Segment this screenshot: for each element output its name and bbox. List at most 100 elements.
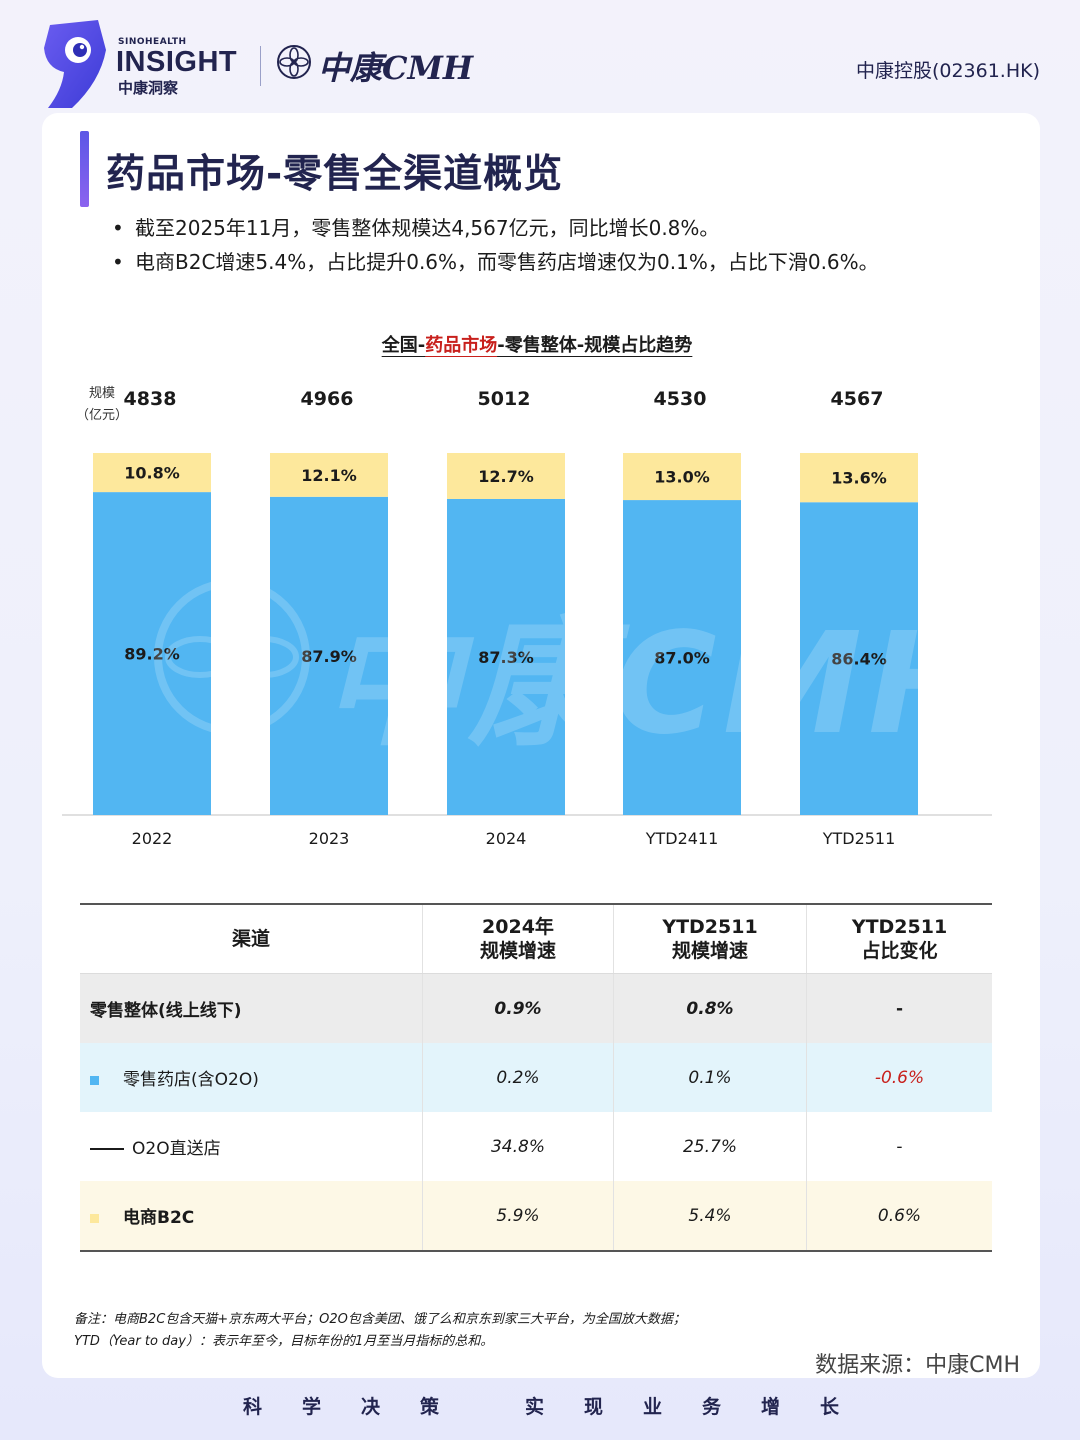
slogan-char: 务 — [702, 1396, 722, 1418]
growth-ytd-cell: 5.4% — [613, 1181, 807, 1252]
pharmacy-share-bar — [93, 492, 211, 815]
channel-label: 零售药店(含O2O) — [123, 1070, 259, 1090]
header-line: 渠道 — [231, 928, 270, 950]
yellow-legend-swatch-icon — [90, 1213, 99, 1223]
y-axis-unit: 规模 （亿元） — [76, 383, 128, 427]
growth-2024-cell: 5.9% — [422, 1181, 614, 1252]
footnote-line: YTD（Year to day）：表示年至今，目标年份的1月至当月指标的总和。 — [74, 1334, 494, 1349]
header-line: YTD2511 — [851, 916, 948, 938]
data-label: 13.0% — [654, 468, 710, 487]
data-label: 87.9% — [301, 647, 357, 666]
b2c-share-bar — [270, 453, 388, 497]
data-label: 10.8% — [124, 464, 180, 483]
channel-label: 电商B2C — [123, 1208, 195, 1228]
data-label: 12.1% — [301, 466, 357, 485]
y-unit-line: （亿元） — [76, 408, 129, 423]
chart-title: 全国-药品市场-零售整体-规模占比趋势 — [42, 331, 1032, 357]
blue-legend-swatch-icon — [90, 1075, 99, 1085]
chart-title-text: 全国-药品市场-零售整体-规模占比趋势 — [382, 335, 692, 356]
header-line: 规模增速 — [671, 940, 748, 962]
total-label: 4567 — [831, 388, 884, 410]
footnote-line: 备注：电商B2C包含天猫+京东两大平台；O2O包含美团、饿了么和京东到家三大平台… — [74, 1312, 686, 1327]
b2c-share-bar — [800, 453, 918, 503]
growth-2024-cell: 0.2% — [422, 1043, 614, 1112]
chart-title-highlight: 药品市场 — [425, 335, 498, 356]
b2c-share-bar — [623, 453, 741, 501]
header-line: 占比变化 — [861, 940, 938, 962]
insight-owl-logo-icon — [44, 20, 106, 108]
data-label: 89.2% — [124, 645, 180, 664]
data-label: 87.0% — [654, 649, 710, 668]
slogan-char: 长 — [820, 1396, 840, 1418]
y-unit-line: 规模 — [89, 386, 116, 401]
header: SINOHEALTH INSIGHT 中康洞察 中康CMH 中康控股(02361… — [0, 0, 1080, 110]
growth-2024-cell: 0.9% — [422, 973, 614, 1043]
summary-bullet: 电商B2C增速5.4%，占比提升0.6%，而零售药店增速仅为0.1%，占比下滑0… — [112, 245, 879, 279]
b2c-share-bar — [93, 453, 211, 493]
x-tick-label: 2023 — [309, 829, 350, 848]
table-row: O2O直送店 34.8% 25.7% - — [80, 1112, 992, 1181]
total-label: 5012 — [478, 388, 531, 410]
share-change-cell: -0.6% — [806, 1043, 992, 1112]
brand-small: SINOHEALTH — [118, 37, 187, 47]
summary-bullet: 截至2025年11月，零售整体规模达4,567亿元，同比增长0.8%。 — [112, 211, 879, 245]
share-change-cell: - — [806, 1112, 992, 1181]
slogan-char: 科 — [243, 1396, 263, 1418]
partner-logo-text: 中康CMH — [318, 49, 474, 87]
growth-ytd-cell: 25.7% — [613, 1112, 807, 1181]
chart-title-part: -零售整体-规模占比趋势 — [497, 335, 693, 356]
summary-bullets: 截至2025年11月，零售整体规模达4,567亿元，同比增长0.8%。 电商B2… — [112, 211, 879, 279]
table-row: 零售整体(线上线下) 0.9% 0.8% - — [80, 973, 992, 1043]
slogan-char: 增 — [761, 1396, 781, 1418]
table-header-row: 渠道 2024年 规模增速 YTD2511 规模增速 YTD2511 占比变化 — [80, 903, 992, 974]
total-label: 4838 — [124, 388, 177, 410]
data-label: 12.7% — [478, 467, 534, 486]
pharmacy-share-bar — [447, 498, 565, 815]
table-header-cell: YTD2511 占比变化 — [806, 903, 992, 974]
x-tick-label: YTD2411 — [645, 829, 719, 848]
channel-cell: 零售药店(含O2O) — [80, 1043, 423, 1112]
table-header-cell: 2024年 规模增速 — [422, 903, 614, 974]
header-divider — [260, 46, 261, 86]
x-tick-label: 2022 — [132, 829, 173, 848]
table-header-cell: YTD2511 规模增速 — [613, 903, 807, 974]
table-header-cell: 渠道 — [80, 903, 423, 974]
footnote: 备注：电商B2C包含天猫+京东两大平台；O2O包含美团、饿了么和京东到家三大平台… — [74, 1309, 686, 1353]
stacked-bar-chart: 89.2% 10.8% 4838 2022 87.9% 12.1% 4966 2023 87.3… — [62, 388, 992, 848]
share-change-cell: - — [806, 973, 992, 1043]
x-tick-label: YTD2511 — [822, 829, 896, 848]
slogan-char: 决 — [361, 1396, 381, 1418]
content-card: 药品市场-零售全渠道概览 截至2025年11月，零售整体规模达4,567亿元，同… — [42, 113, 1040, 1378]
header-line: 2024年 — [482, 916, 554, 938]
channel-cell: 电商B2C — [80, 1181, 423, 1252]
slogan-char: 现 — [584, 1396, 604, 1418]
channel-cell: O2O直送店 — [80, 1112, 423, 1181]
x-tick-label: 2024 — [486, 829, 527, 848]
growth-ytd-cell: 0.8% — [613, 973, 807, 1043]
data-label: 87.3% — [478, 648, 534, 667]
channel-cell: 零售整体(线上线下) — [80, 973, 423, 1043]
table-row: 零售药店(含O2O) 0.2% 0.1% -0.6% — [80, 1043, 992, 1112]
table-row: 电商B2C 5.9% 5.4% 0.6% — [80, 1181, 992, 1252]
header-line: YTD2511 — [662, 916, 758, 938]
pharmacy-share-bar — [800, 502, 918, 815]
data-label: 13.6% — [831, 469, 887, 488]
slogan: 科 学 决 策 实 现 业 务 增 长 — [0, 1392, 1080, 1420]
data-source: 数据来源：中康CMH — [815, 1353, 1020, 1378]
line-legend-icon — [90, 1148, 124, 1150]
title-accent-bar — [80, 131, 89, 207]
channel-label: O2O直送店 — [132, 1139, 221, 1159]
pharmacy-share-bar — [623, 500, 741, 815]
pharmacy-share-bar — [270, 496, 388, 815]
page-title: 药品市场-零售全渠道概览 — [106, 152, 564, 197]
b2c-share-bar — [447, 453, 565, 499]
stock-ticker: 中康控股(02361.HK) — [855, 60, 1040, 82]
share-change-cell: 0.6% — [806, 1181, 992, 1252]
slogan-char: 策 — [420, 1396, 440, 1418]
slogan-char: 学 — [302, 1396, 322, 1418]
header-line: 规模增速 — [479, 940, 556, 962]
data-label: 86.4% — [831, 650, 887, 669]
growth-ytd-cell: 0.1% — [613, 1043, 807, 1112]
slogan-char: 业 — [643, 1396, 663, 1418]
total-label: 4966 — [301, 388, 354, 410]
